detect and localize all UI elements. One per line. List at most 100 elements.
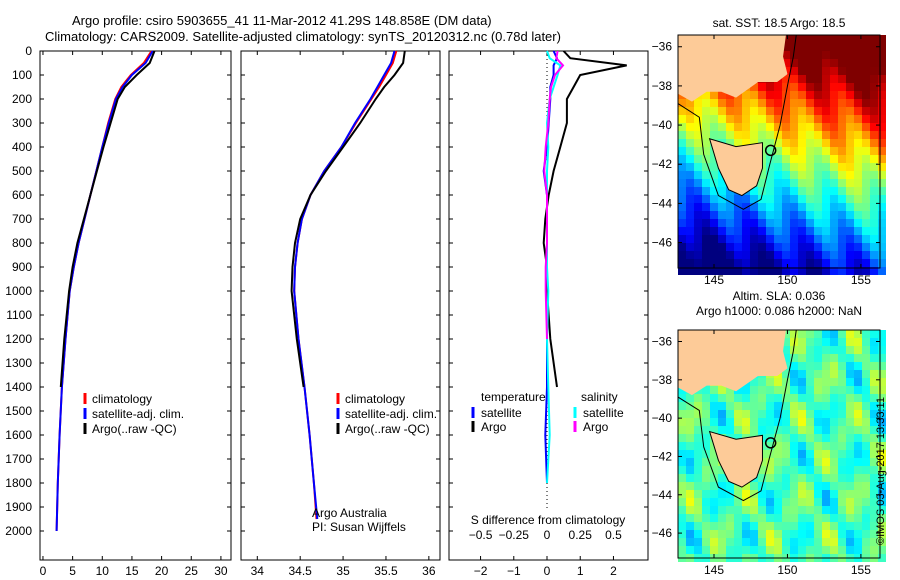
map-cell (710, 259, 718, 267)
map-cell (686, 498, 694, 506)
map-cell (870, 434, 878, 442)
map-cell (798, 450, 806, 458)
map-cell (854, 474, 862, 482)
map-cell (806, 83, 814, 91)
map-cell (822, 426, 830, 434)
map-cell (814, 139, 822, 147)
map-cell (790, 506, 798, 514)
map-cell (878, 235, 886, 243)
map-cell (814, 43, 822, 51)
map-cell (790, 195, 798, 203)
map-cell (814, 354, 822, 362)
map-cell (814, 426, 822, 434)
map-cell (822, 354, 830, 362)
map-cell (862, 267, 870, 275)
map-cell (830, 386, 838, 394)
map-cell (702, 434, 710, 442)
map-cell (774, 99, 782, 107)
map-cell (694, 115, 702, 123)
map-cell (822, 235, 830, 243)
map-cell (870, 251, 878, 259)
map-cell (782, 394, 790, 402)
x-tick-label: 35 (336, 564, 350, 578)
map-cell (814, 195, 822, 203)
map-cell (838, 370, 846, 378)
map-cell (782, 219, 790, 227)
map-cell (718, 219, 726, 227)
map-cell (750, 235, 758, 243)
x2-tick-label: 0.5 (605, 528, 622, 542)
map-cell (702, 259, 710, 267)
map-cell (758, 378, 766, 386)
map-cell (686, 203, 694, 211)
map-cell (750, 131, 758, 139)
map-cell (742, 490, 750, 498)
map-cell (702, 187, 710, 195)
map-cell (878, 386, 886, 394)
map-cell (806, 410, 814, 418)
map-cell (686, 522, 694, 530)
map-cell (862, 195, 870, 203)
map-cell (870, 43, 878, 51)
map-cell (790, 147, 798, 155)
map-cell (830, 370, 838, 378)
map-cell (838, 51, 846, 59)
map-cell (878, 546, 886, 554)
map-cell (678, 251, 686, 259)
map-cell (870, 418, 878, 426)
map-cell (830, 59, 838, 67)
map-cell (870, 219, 878, 227)
map-cell (750, 498, 758, 506)
map-cell (854, 67, 862, 75)
map-cell (806, 211, 814, 219)
map-cell (774, 426, 782, 434)
map-cell (798, 67, 806, 75)
map-cell (710, 490, 718, 498)
map-cell (710, 171, 718, 179)
map-frame (677, 329, 881, 559)
map-cell (806, 346, 814, 354)
map-cell (830, 458, 838, 466)
map-cell (862, 362, 870, 370)
map-y-tick-label: −38 (652, 373, 673, 387)
map-cell (790, 546, 798, 554)
map-cell (766, 107, 774, 115)
map-cell (822, 219, 830, 227)
map-cell (790, 386, 798, 394)
map-cell (774, 179, 782, 187)
map-cell (686, 163, 694, 171)
map-cell (710, 187, 718, 195)
map-cell (742, 243, 750, 251)
map-cell (702, 522, 710, 530)
map-cell (758, 195, 766, 203)
map-cell (878, 67, 886, 75)
map-cell (830, 131, 838, 139)
map-cell (774, 243, 782, 251)
map-cell (750, 378, 758, 386)
map-cell (838, 83, 846, 91)
map-cell (702, 203, 710, 211)
map-cell (686, 546, 694, 554)
map-cell (774, 91, 782, 99)
map-cell (822, 203, 830, 211)
map-cell (854, 187, 862, 195)
map-cell (878, 450, 886, 458)
map-cell (782, 346, 790, 354)
map-cell (726, 418, 734, 426)
map-cell (814, 259, 822, 267)
map-cell (806, 203, 814, 211)
map-cell (782, 171, 790, 179)
map-cell (862, 482, 870, 490)
map-cell (678, 442, 686, 450)
map-cell (710, 219, 718, 227)
map-cell (806, 171, 814, 179)
map-cell (822, 538, 830, 546)
map-cell (806, 187, 814, 195)
map-cell (750, 211, 758, 219)
map-cell (798, 155, 806, 163)
map-cell (742, 99, 750, 107)
map-cell (862, 163, 870, 171)
map-cell (854, 378, 862, 386)
legend-label: satellite (481, 406, 522, 420)
map-cell (678, 522, 686, 530)
